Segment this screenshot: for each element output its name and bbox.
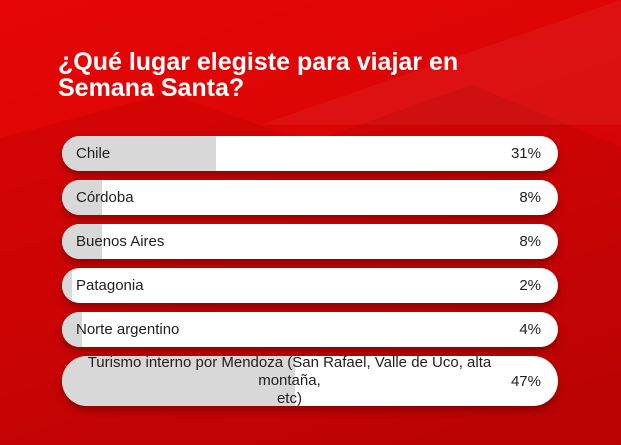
- poll-option-fill-bar: [62, 136, 216, 171]
- poll-option-row: Norte argentino 4%: [62, 312, 558, 347]
- poll-option-fill-bar: [62, 268, 72, 303]
- poll-option-fill-bar: [62, 356, 296, 406]
- poll-question: ¿Qué lugar elegiste para viajar en Semana…: [58, 49, 560, 101]
- poll-option-bar[interactable]: Buenos Aires 8%: [62, 224, 558, 259]
- poll-option-percent: 31%: [510, 145, 541, 162]
- poll-option-percent: 8%: [519, 233, 541, 250]
- poll-option-percent: 4%: [519, 321, 541, 338]
- poll-option-percent: 47%: [510, 372, 541, 390]
- poll-option-fill-bar: [62, 180, 102, 215]
- poll-option-row: Córdoba 8%: [62, 180, 558, 215]
- poll-option-row: Turismo interno por Mendoza (San Rafael,…: [62, 356, 558, 406]
- poll-option-label: Patagonia: [76, 277, 144, 294]
- poll-question-line-1: ¿Qué lugar elegiste para viajar en: [58, 48, 459, 76]
- poll-option-label: Norte argentino: [76, 321, 180, 338]
- poll-option-bar[interactable]: Patagonia 2%: [62, 268, 558, 303]
- poll-option-label: Buenos Aires: [76, 233, 165, 250]
- poll-option-percent: 2%: [519, 277, 541, 294]
- poll-question-line-2: Semana Santa?: [58, 74, 245, 102]
- poll-option-fill-bar: [62, 224, 102, 259]
- poll-option-row: Buenos Aires 8%: [62, 224, 558, 259]
- poll-option-fill-bar: [62, 312, 82, 347]
- poll-option-label: Córdoba: [76, 189, 134, 206]
- poll-option-bar[interactable]: Norte argentino 4%: [62, 312, 558, 347]
- poll-option-row: Patagonia 2%: [62, 268, 558, 303]
- poll-results-list: Chile 31% Córdoba 8% Buenos Aires 8% Pat…: [62, 136, 558, 406]
- poll-option-row: Chile 31%: [62, 136, 558, 171]
- poll-option-bar[interactable]: Chile 31%: [62, 136, 558, 171]
- poll-option-bar[interactable]: Córdoba 8%: [62, 180, 558, 215]
- poll-option-bar[interactable]: Turismo interno por Mendoza (San Rafael,…: [62, 356, 558, 406]
- poll-option-label: Chile: [76, 145, 111, 162]
- poll-option-label: Turismo interno por Mendoza (San Rafael,…: [87, 356, 492, 406]
- poll-option-percent: 8%: [519, 189, 541, 206]
